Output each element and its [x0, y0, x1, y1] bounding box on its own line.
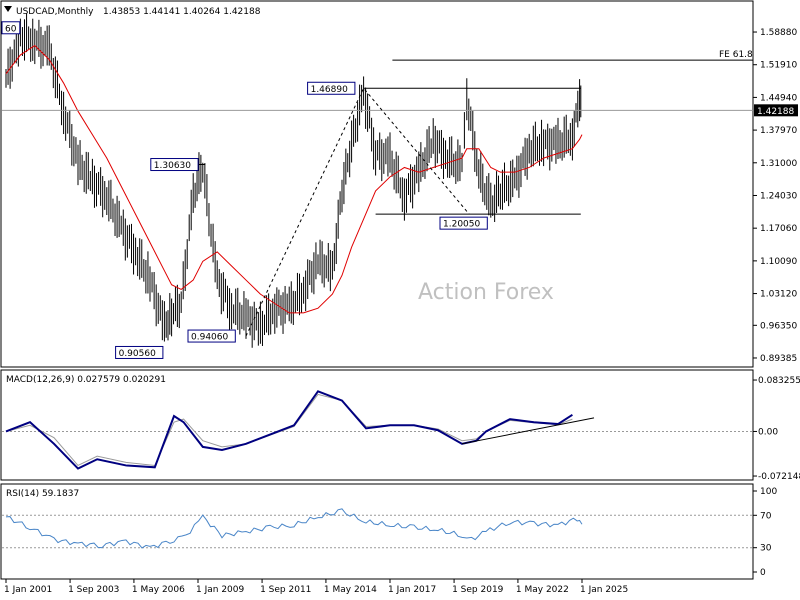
x-tick-label: 1 Jan 2025	[580, 585, 628, 595]
price-tick-label: 0.96350	[760, 321, 797, 331]
fib-projection-line	[245, 87, 470, 337]
label-low-0-94060: 0.94060	[191, 333, 228, 343]
price-tick-label: 1.37970	[760, 126, 797, 136]
label-high-1-30630: 1.30630	[154, 161, 191, 171]
rsi-tick-label: 0	[760, 568, 766, 578]
label-high-1-46890-box	[307, 81, 356, 95]
macd-panel: 0.083255 0.00 -0.072148	[2, 376, 800, 482]
price-tick-label: 0.89385	[760, 354, 797, 364]
x-axis: 1 Jan 2001 1 Sep 2003 1 May 2006 1 Jan 2009…	[4, 579, 628, 595]
current-price-label: 1.42188	[757, 107, 794, 117]
price-tick-label: 1.51910	[760, 61, 797, 71]
x-tick-label: 1 May 2006	[132, 585, 185, 595]
x-tick-label: 1 Jan 2001	[4, 585, 52, 595]
moving-average-line	[5, 44, 583, 314]
price-tick-label: 1.44940	[760, 93, 797, 103]
price-tick-label: 1.10090	[760, 257, 797, 267]
rsi-tick-label: 100	[760, 487, 777, 497]
x-tick-label: 1 May 2014	[324, 585, 377, 595]
label-high-1-30630-box	[150, 158, 199, 172]
macd-title: MACD(12,26,9) 0.027579 0.020291	[6, 375, 166, 385]
triangle-down-icon[interactable]	[4, 6, 12, 12]
rsi-title: RSI(14) 59.1837	[6, 489, 79, 499]
macd-tick-label: 0.00	[758, 427, 778, 437]
rsi-tick-label: 30	[760, 544, 772, 554]
price-panel-frame	[0, 0, 754, 368]
price-tick-label: 1.24030	[760, 191, 797, 201]
label-60-box	[1, 21, 21, 35]
label-low-0-90560: 0.90560	[119, 349, 156, 359]
x-tick-label: 1 Jan 2009	[196, 585, 244, 595]
x-tick-label: 1 Jan 2017	[388, 585, 436, 595]
rsi-panel: 100 70 30 0	[2, 487, 777, 578]
label-low-1-20050: 1.20050	[443, 220, 480, 230]
rsi-panel-frame	[0, 483, 754, 580]
label-low-1-20050-box	[439, 216, 488, 230]
label-low-0-90560-box	[115, 345, 164, 359]
label-low-0-94060-box	[187, 329, 236, 343]
rsi-tick-label: 70	[760, 511, 772, 521]
macd-trendline	[461, 417, 595, 445]
symbol-label: USDCAD,Monthly	[16, 7, 94, 17]
rsi-line	[5, 508, 583, 549]
price-tick-label: 1.58880	[760, 28, 797, 38]
price-tick-label: 1.03120	[760, 290, 797, 300]
price-tick-label: 1.17060	[760, 224, 797, 234]
price-panel: 1.58880 1.51910 1.44940 1.37970 1.31000 1.240…	[1, 13, 798, 364]
x-tick-label: 1 Sep 2019	[452, 585, 504, 595]
x-tick-label: 1 May 2022	[516, 585, 569, 595]
price-tick-label: 1.31000	[760, 159, 797, 169]
ohlc-values: 1.43853 1.44141 1.40264 1.42188	[103, 7, 261, 17]
macd-tick-label: -0.072148	[758, 472, 800, 482]
current-price-tag	[754, 104, 798, 117]
macd-tick-label: 0.083255	[758, 376, 800, 386]
label-fe-61-8: FE 61.8	[719, 50, 753, 60]
label-60: 60	[5, 24, 17, 34]
macd-panel-frame	[0, 369, 754, 481]
macd-line	[5, 390, 573, 470]
x-tick-label: 1 Sep 2003	[68, 585, 119, 595]
x-tick-label: 1 Sep 2011	[260, 585, 311, 595]
label-high-1-46890: 1.46890	[311, 85, 348, 95]
watermark: Action Forex	[418, 280, 554, 305]
chart-header: USDCAD,Monthly 1.43853 1.44141 1.40264 1…	[4, 6, 261, 17]
